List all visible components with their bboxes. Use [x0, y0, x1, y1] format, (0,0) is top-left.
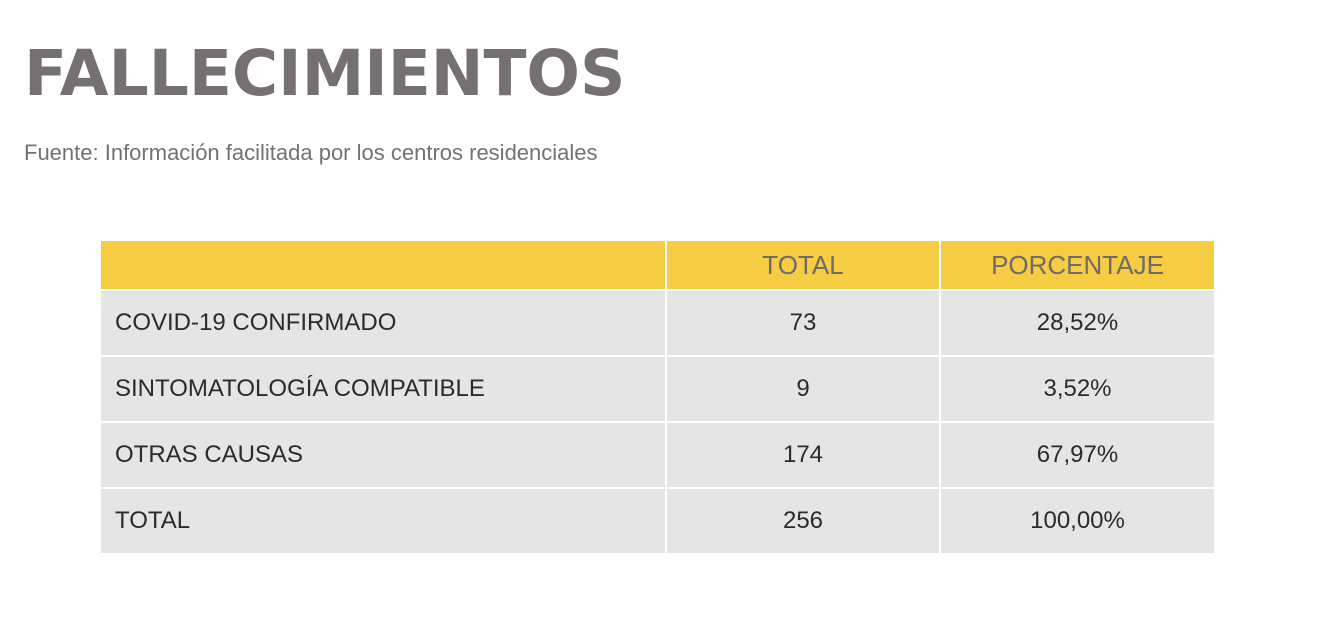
page-title: FALLECIMIENTOS: [24, 37, 626, 110]
table-row: COVID-19 CONFIRMADO 73 28,52%: [99, 289, 1216, 357]
source-note: Fuente: Información facilitada por los c…: [24, 140, 598, 165]
row-porcentaje: 3,52%: [939, 355, 1216, 423]
header-cell-total: TOTAL: [665, 239, 941, 291]
row-label: COVID-19 CONFIRMADO: [99, 289, 667, 357]
header-cell-porcentaje: PORCENTAJE: [939, 239, 1216, 291]
row-total: 256: [665, 487, 941, 555]
row-total: 9: [665, 355, 941, 423]
row-label: OTRAS CAUSAS: [99, 421, 667, 489]
row-total: 73: [665, 289, 941, 357]
table-row: OTRAS CAUSAS 174 67,97%: [99, 421, 1216, 489]
table-row: SINTOMATOLOGÍA COMPATIBLE 9 3,52%: [99, 355, 1216, 423]
header-cell-label: [99, 239, 667, 291]
table-row-total: TOTAL 256 100,00%: [99, 487, 1216, 555]
row-porcentaje: 28,52%: [939, 289, 1216, 357]
row-label: TOTAL: [99, 487, 667, 555]
row-label: SINTOMATOLOGÍA COMPATIBLE: [99, 355, 667, 423]
row-porcentaje: 100,00%: [939, 487, 1216, 555]
table-header-row: TOTAL PORCENTAJE: [99, 239, 1216, 291]
deaths-table: TOTAL PORCENTAJE COVID-19 CONFIRMADO 73 …: [99, 239, 1216, 555]
row-porcentaje: 67,97%: [939, 421, 1216, 489]
row-total: 174: [665, 421, 941, 489]
